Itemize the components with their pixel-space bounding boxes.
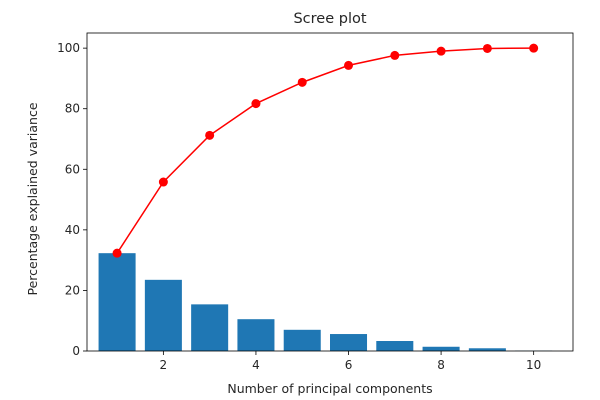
- y-tick-label-20: 20: [65, 283, 80, 297]
- cumulative-point-3: [205, 130, 215, 140]
- y-tick-label-60: 60: [65, 162, 80, 176]
- chart-title: Scree plot: [293, 11, 366, 27]
- bar-6: [330, 334, 368, 351]
- y-tick-label-0: 0: [72, 344, 80, 358]
- cumulative-point-8: [436, 46, 446, 56]
- cumulative-point-4: [251, 99, 261, 109]
- bar-8: [422, 346, 460, 351]
- x-tick-label-4: 4: [252, 358, 260, 372]
- cumulative-point-10: [529, 43, 539, 53]
- y-tick-label-80: 80: [65, 102, 80, 116]
- x-axis-label: Number of principal components: [227, 381, 432, 396]
- bar-9: [468, 348, 506, 351]
- x-tick-label-10: 10: [526, 358, 541, 372]
- cumulative-point-1: [112, 248, 122, 258]
- x-tick-label-8: 8: [437, 358, 445, 372]
- plot-area: [98, 43, 553, 351]
- bar-2: [144, 279, 182, 351]
- x-tick-label-2: 2: [160, 358, 168, 372]
- cumulative-point-2: [158, 177, 168, 187]
- cumulative-point-7: [390, 50, 400, 60]
- cumulative-point-6: [344, 60, 354, 70]
- cumulative-line: [116, 47, 534, 254]
- y-tick-label-40: 40: [65, 223, 80, 237]
- plot-frame: [86, 32, 574, 352]
- y-axis-label: Percentage explained variance: [25, 102, 40, 295]
- x-tick-label-6: 6: [345, 358, 353, 372]
- bar-1: [98, 253, 136, 351]
- y-tick-label-100: 100: [57, 41, 80, 55]
- cumulative-point-5: [297, 77, 307, 87]
- bar-4: [237, 319, 275, 351]
- bar-3: [191, 304, 229, 351]
- cumulative-point-9: [482, 43, 492, 53]
- bar-7: [376, 341, 414, 351]
- bar-5: [283, 329, 321, 351]
